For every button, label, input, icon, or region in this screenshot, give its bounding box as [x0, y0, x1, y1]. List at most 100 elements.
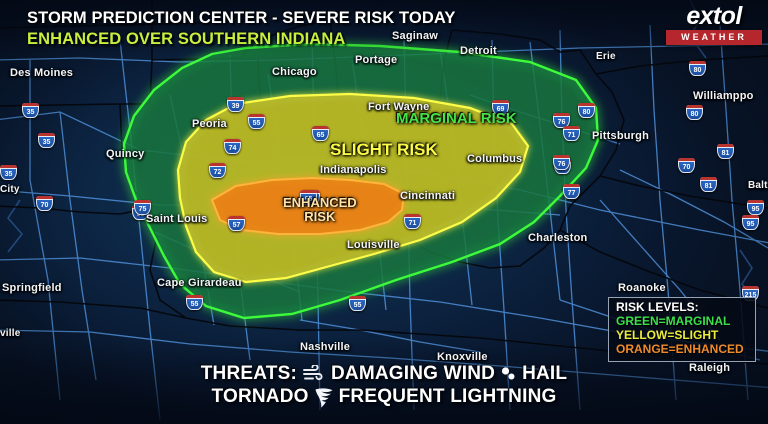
- shield-number: 65: [316, 132, 325, 139]
- legend-row-enhanced: ORANGE=ENHANCED: [616, 341, 744, 356]
- shield-number: 57: [232, 222, 241, 229]
- shield-crown: [747, 200, 764, 204]
- city-label: Saint Louis: [146, 213, 208, 225]
- interstate-shield: 35: [38, 133, 55, 148]
- shield-crown: [492, 100, 509, 104]
- city-label: Cape Girardeau: [157, 277, 242, 289]
- city-label: Williamppo: [693, 90, 754, 102]
- interstate-shield: 80: [686, 105, 703, 120]
- city-label: Knoxville: [437, 351, 488, 363]
- city-label: Des Moines: [10, 67, 74, 79]
- shield-crown: [209, 163, 226, 167]
- hail-icon: [500, 365, 517, 383]
- interstate-shield: 55: [349, 296, 366, 311]
- city-label: Balt: [748, 180, 768, 191]
- shield-crown: [224, 139, 241, 143]
- interstate-shield: 69: [492, 100, 509, 115]
- city-label: Springfield: [2, 282, 62, 294]
- shield-crown: [312, 126, 329, 130]
- city-label: Fort Wayne: [368, 101, 430, 113]
- shield-number: 39: [231, 103, 240, 110]
- interstate-shield: 39: [227, 97, 244, 112]
- interstate-shield: 55: [248, 114, 265, 129]
- threats-banner: THREATS: DAMAGING WIND HAIL: [0, 363, 768, 408]
- shield-crown: [227, 97, 244, 101]
- legend-title: RISK LEVELS:: [616, 300, 699, 314]
- shield-crown: [134, 200, 151, 204]
- shield-number: 71: [567, 132, 576, 139]
- shield-crown: [742, 215, 759, 219]
- shield-number: 72: [213, 169, 222, 176]
- interstate-shield: 65: [312, 126, 329, 141]
- shield-number: 70: [682, 164, 691, 171]
- shield-number: 95: [746, 221, 755, 228]
- interstate-shield: 95: [742, 215, 759, 230]
- city-label: Louisville: [347, 239, 400, 251]
- city-label: Portage: [355, 54, 398, 66]
- tornado-icon: [314, 387, 334, 408]
- shield-crown: [0, 165, 17, 169]
- shield-crown: [578, 103, 595, 107]
- city-label: Charleston: [528, 232, 588, 244]
- city-label: Nashville: [300, 341, 351, 353]
- headline-line2: ENHANCED OVER SOUTHERN INDIANA: [27, 30, 346, 48]
- city-label: Indianapolis: [320, 164, 387, 176]
- interstate-shield: 80: [689, 61, 706, 76]
- risk-label-enhanced-line1: ENHANCED: [283, 195, 357, 210]
- shield-number: 76: [557, 161, 566, 168]
- shield-crown: [186, 295, 203, 299]
- shield-number: 95: [751, 206, 760, 213]
- city-label: Erie: [596, 51, 616, 62]
- shield-crown: [563, 126, 580, 130]
- logo-ribbon-text: WEATHER: [666, 30, 762, 45]
- interstate-shield: 81: [717, 144, 734, 159]
- city-label: Chicago: [272, 66, 317, 78]
- shield-number: 80: [690, 111, 699, 118]
- shield-crown: [689, 61, 706, 65]
- shield-number: 81: [704, 183, 713, 190]
- city-label: Saginaw: [392, 30, 439, 42]
- interstate-shield: 72: [209, 163, 226, 178]
- shield-number: 74: [228, 145, 237, 152]
- shield-crown: [248, 114, 265, 118]
- shield-number: 55: [252, 120, 261, 127]
- interstate-shield: 35: [22, 103, 39, 118]
- risk-levels-legend: RISK LEVELS: GREEN=MARGINAL YELLOW=SLIGH…: [608, 297, 756, 362]
- legend-row-slight: YELLOW=SLIGHT: [616, 327, 719, 342]
- interstate-shield: 81: [700, 177, 717, 192]
- city-label: Columbus: [467, 153, 523, 165]
- shield-crown: [700, 177, 717, 181]
- risk-label-enhanced: ENHANCED RISK: [283, 196, 357, 223]
- shield-crown: [38, 133, 55, 137]
- city-label: Quincy: [106, 148, 145, 160]
- shield-crown: [228, 216, 245, 220]
- shield-crown: [717, 144, 734, 148]
- wind-icon: [302, 365, 326, 383]
- city-label: Detroit: [460, 45, 497, 57]
- interstate-shield: 57: [228, 216, 245, 231]
- logo-brand-text: extol: [686, 2, 742, 30]
- risk-label-slight: SLIGHT RISK: [330, 140, 438, 159]
- shield-crown: [742, 286, 759, 290]
- shield-crown: [300, 190, 317, 194]
- shield-number: 55: [353, 302, 362, 309]
- interstate-shield: 70: [678, 158, 695, 173]
- threat-frequent-lightning: FREQUENT LIGHTNING: [338, 386, 557, 407]
- shield-crown: [563, 184, 580, 188]
- city-label: Roanoke: [618, 282, 666, 294]
- threat-tornado: TORNADO: [211, 386, 309, 407]
- shield-number: 55: [190, 301, 199, 308]
- city-label: Peoria: [192, 118, 227, 130]
- shield-crown: [36, 196, 53, 200]
- interstate-shield: 65: [300, 190, 317, 205]
- shield-crown: [686, 105, 703, 109]
- interstate-shield: 76: [553, 113, 570, 128]
- interstate-shield: 71: [563, 126, 580, 141]
- threats-row-2: TORNADO FREQUENT LIGHTNING: [212, 386, 557, 408]
- station-logo: extol WEATHER: [666, 4, 762, 45]
- shield-number: 77: [567, 190, 576, 197]
- shield-number: 70: [40, 202, 49, 209]
- legend-row-marginal: GREEN=MARGINAL: [616, 313, 731, 328]
- top-scrim: [0, 0, 768, 56]
